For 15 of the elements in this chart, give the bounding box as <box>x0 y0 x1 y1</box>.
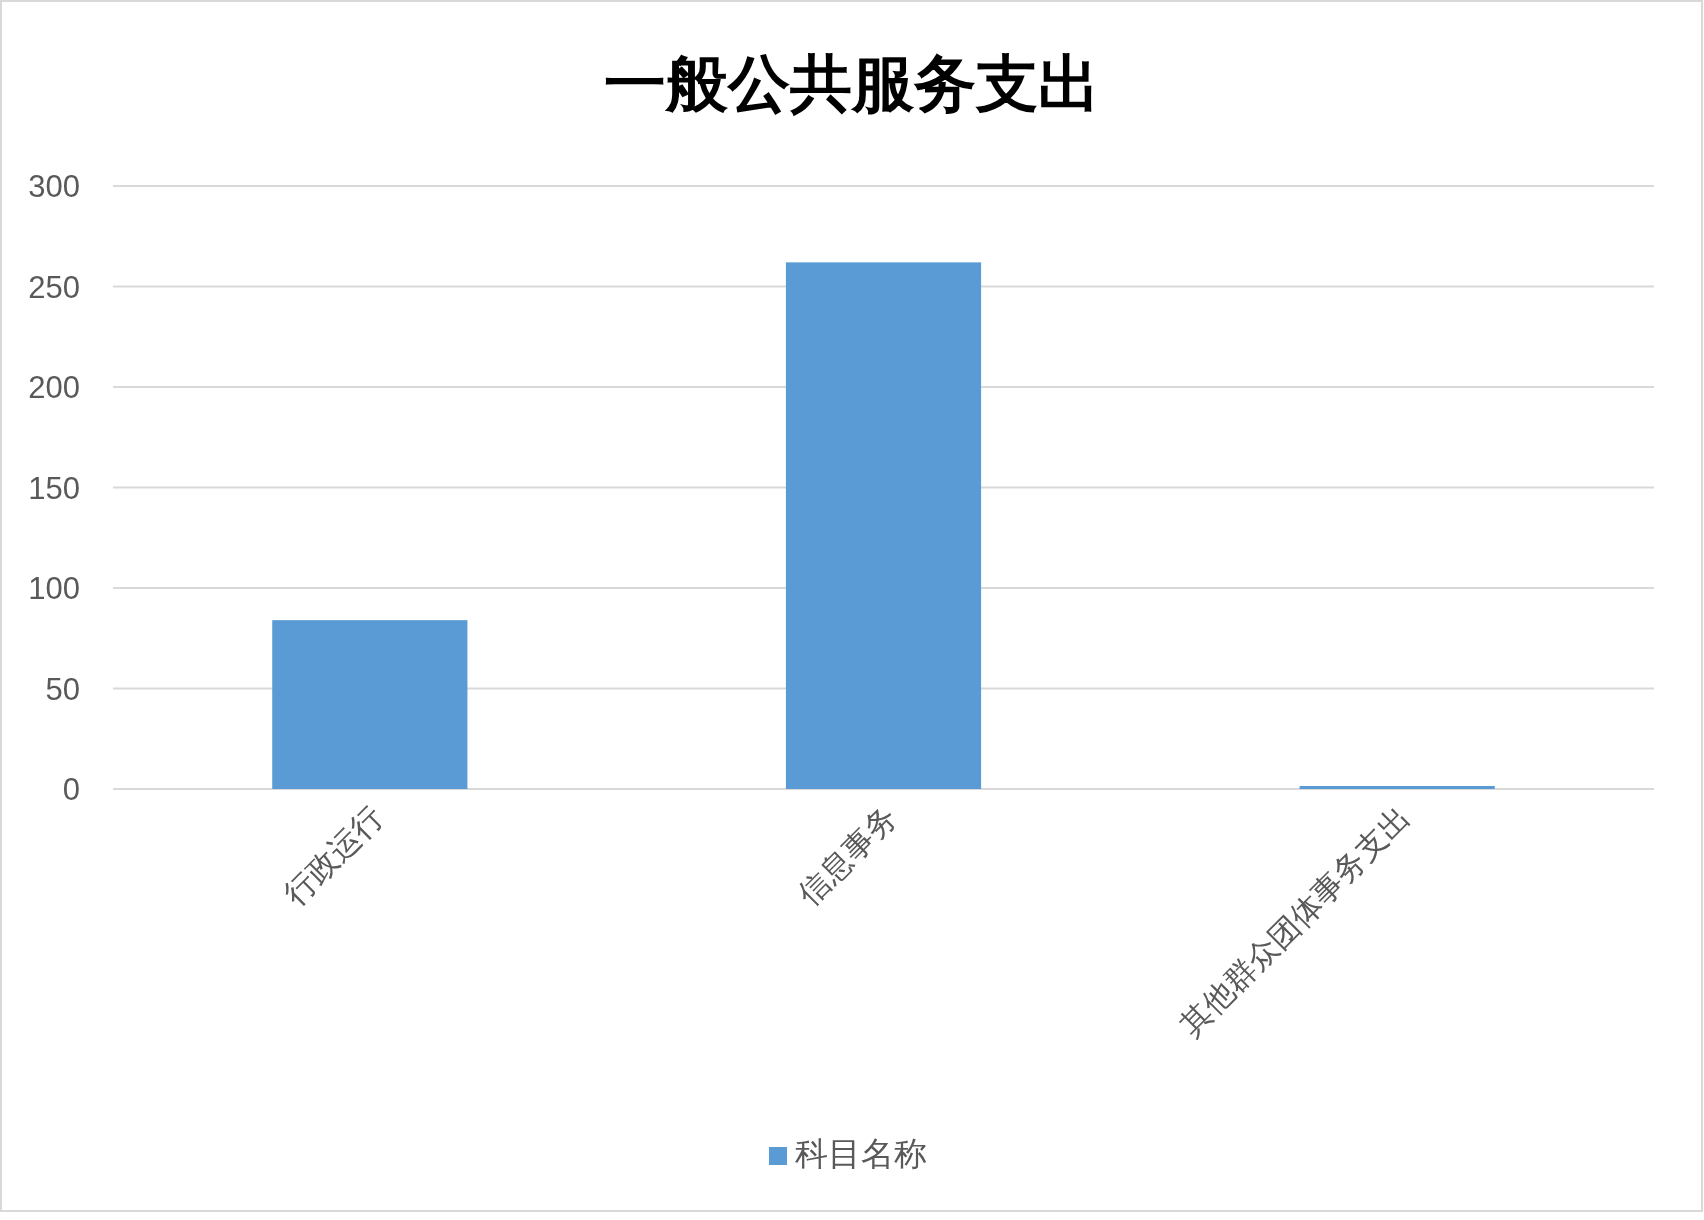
x-tick-label: 其他群众团体事务支出 <box>1173 799 1418 1044</box>
y-tick-label: 0 <box>62 772 80 807</box>
legend-label: 科目名称 <box>795 1135 927 1172</box>
x-tick-label: 行政运行 <box>277 799 390 912</box>
bar <box>785 262 982 789</box>
bar <box>272 620 468 789</box>
y-tick-label: 250 <box>28 269 80 305</box>
y-tick-label: 100 <box>28 571 80 606</box>
y-tick-label: 50 <box>45 671 80 707</box>
chart-title: 一般公共服务支出 <box>604 49 1100 118</box>
bar <box>1299 785 1495 789</box>
y-tick-label: 200 <box>28 370 80 405</box>
y-tick-label: 300 <box>28 169 80 204</box>
x-tick-label: 信息事务 <box>791 799 904 912</box>
y-tick-label: 150 <box>28 470 80 506</box>
